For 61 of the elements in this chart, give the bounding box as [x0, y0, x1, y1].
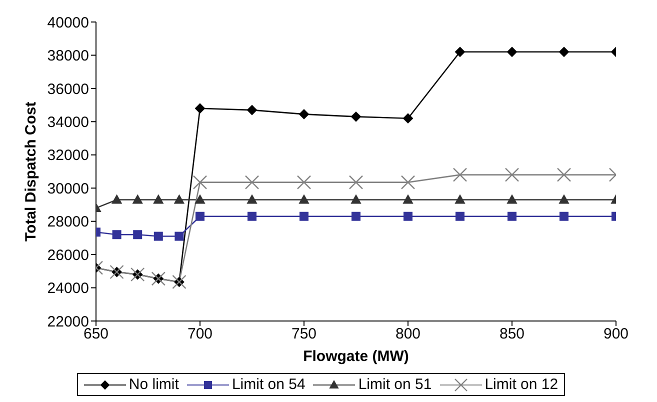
x-tick-label: 750	[291, 326, 317, 343]
point	[195, 103, 205, 114]
point	[132, 194, 143, 204]
y-axis-title: Total Dispatch Cost	[22, 102, 40, 242]
point	[400, 175, 416, 190]
x-axis-title: Flowgate (MW)	[303, 348, 409, 365]
point	[559, 194, 569, 204]
point	[403, 113, 413, 124]
point	[196, 212, 204, 221]
legend-label: Limit on 51	[357, 376, 432, 393]
y-tick-label: 24000	[47, 280, 89, 298]
point	[348, 175, 364, 190]
point	[456, 212, 464, 221]
y-tick-label: 40000	[47, 14, 89, 32]
point	[192, 175, 208, 190]
y-tick-label: 28000	[47, 214, 89, 231]
point	[404, 212, 412, 221]
point	[299, 109, 309, 120]
y-tick-label: 30000	[47, 180, 89, 198]
x-tick-label: 700	[187, 326, 213, 343]
point	[403, 194, 413, 204]
point	[248, 212, 256, 221]
point	[300, 212, 308, 221]
point	[504, 168, 520, 182]
point	[195, 194, 205, 204]
legend-label: Limit on 12	[484, 376, 558, 393]
x-tick-label: 800	[395, 326, 421, 343]
point	[133, 230, 142, 240]
y-tick-label: 38000	[47, 48, 89, 65]
point	[247, 194, 257, 204]
point	[112, 230, 122, 240]
point	[507, 194, 517, 204]
point	[174, 194, 184, 204]
x-tick-label: 900	[603, 326, 629, 343]
point	[452, 168, 468, 182]
y-tick-label: 36000	[47, 80, 89, 98]
y-tick-label: 32000	[47, 147, 89, 164]
point	[351, 112, 361, 122]
legend-label: Limit on 54	[230, 376, 306, 393]
x-tick-label: 850	[499, 326, 525, 343]
point	[247, 105, 257, 116]
legend-label: No limit	[128, 376, 179, 393]
y-tick-label: 26000	[47, 246, 89, 264]
point	[244, 175, 260, 190]
point	[154, 232, 163, 241]
point	[352, 212, 360, 221]
point	[508, 212, 516, 221]
y-tick-label: 34000	[47, 114, 89, 131]
point	[455, 194, 465, 204]
point	[296, 175, 312, 190]
point	[174, 232, 184, 241]
x-tick-label: 650	[83, 326, 109, 343]
point	[455, 46, 465, 57]
point	[556, 168, 572, 182]
point	[559, 46, 569, 57]
point	[507, 46, 517, 57]
point	[560, 212, 568, 221]
point	[299, 194, 309, 204]
point	[112, 194, 122, 204]
point	[153, 194, 164, 204]
point	[351, 194, 361, 204]
